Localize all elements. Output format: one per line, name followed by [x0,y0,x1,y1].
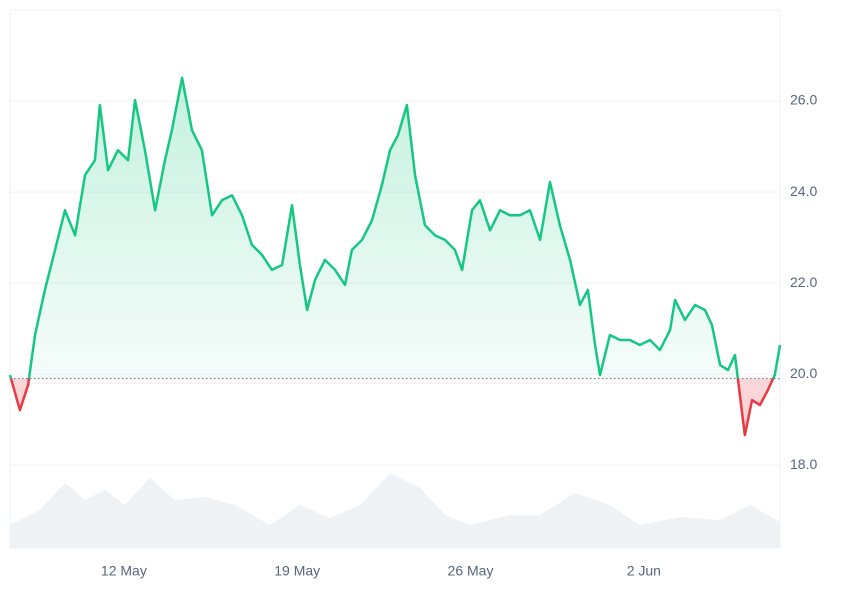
x-tick-label: 26 May [448,563,494,579]
y-tick-label: 24.0 [790,183,817,199]
y-tick-label: 18.0 [790,456,817,472]
x-tick-label: 12 May [101,563,147,579]
y-tick-label: 26.0 [790,92,817,108]
y-tick-label: 22.0 [790,274,817,290]
price-line [8,76,782,437]
x-tick-label: 2 Jun [627,563,661,579]
y-tick-label: 20.0 [790,365,817,381]
x-tick-label: 19 May [274,563,320,579]
volume-area [10,473,780,548]
price-area [10,77,780,436]
